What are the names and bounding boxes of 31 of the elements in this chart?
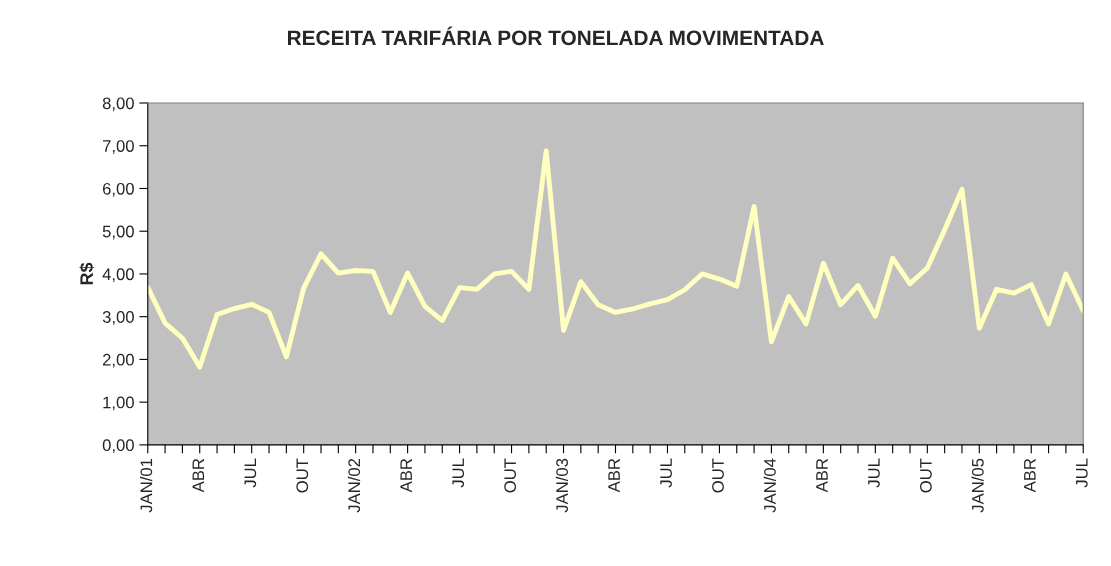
x-tick-label: JAN/03: [555, 458, 568, 513]
x-tick-label: JAN/04: [763, 458, 776, 513]
y-tick-label: 4,00: [102, 268, 134, 283]
x-tick-label: ABR: [1024, 458, 1036, 493]
y-tick-label: 3,00: [102, 311, 134, 325]
x-tick-label: JUL: [244, 458, 257, 488]
y-tick-label: 5,00: [102, 225, 134, 240]
y-axis-title: R$: [79, 262, 95, 285]
x-tick-label: JUL: [660, 458, 672, 488]
y-tick-label: 6,00: [102, 182, 134, 197]
x-tick-label: ABR: [400, 458, 412, 493]
x-tick-label: ABR: [192, 458, 205, 493]
x-tick-label: JUL: [452, 458, 465, 488]
x-tick-label: OUT: [504, 458, 517, 493]
x-tick-label: JUL: [868, 458, 880, 488]
x-tick-label: OUT: [712, 458, 724, 493]
y-tick-label: 1,00: [103, 396, 134, 411]
chart-title: RECEITA TARIFÁRIA POR TONELADA MOVIMENTADA: [287, 26, 824, 46]
y-tick-label: 2,00: [102, 353, 134, 368]
x-tick-label: JAN/05: [971, 458, 984, 513]
line-series: [147, 148, 1084, 370]
y-tick-label: 8,00: [102, 97, 134, 112]
x-tick-label: OUT: [919, 458, 932, 493]
x-tick-label: JAN/02: [347, 458, 361, 513]
x-tick-label: JUL: [1076, 458, 1088, 488]
x-tick-label: ABR: [608, 458, 620, 493]
x-tick-label: OUT: [296, 458, 309, 493]
y-tick-label: 7,00: [102, 140, 134, 154]
x-tick-label: ABR: [816, 458, 828, 493]
y-tick-label: 0,00: [102, 439, 134, 454]
x-tick-label: JAN/01: [139, 458, 153, 513]
